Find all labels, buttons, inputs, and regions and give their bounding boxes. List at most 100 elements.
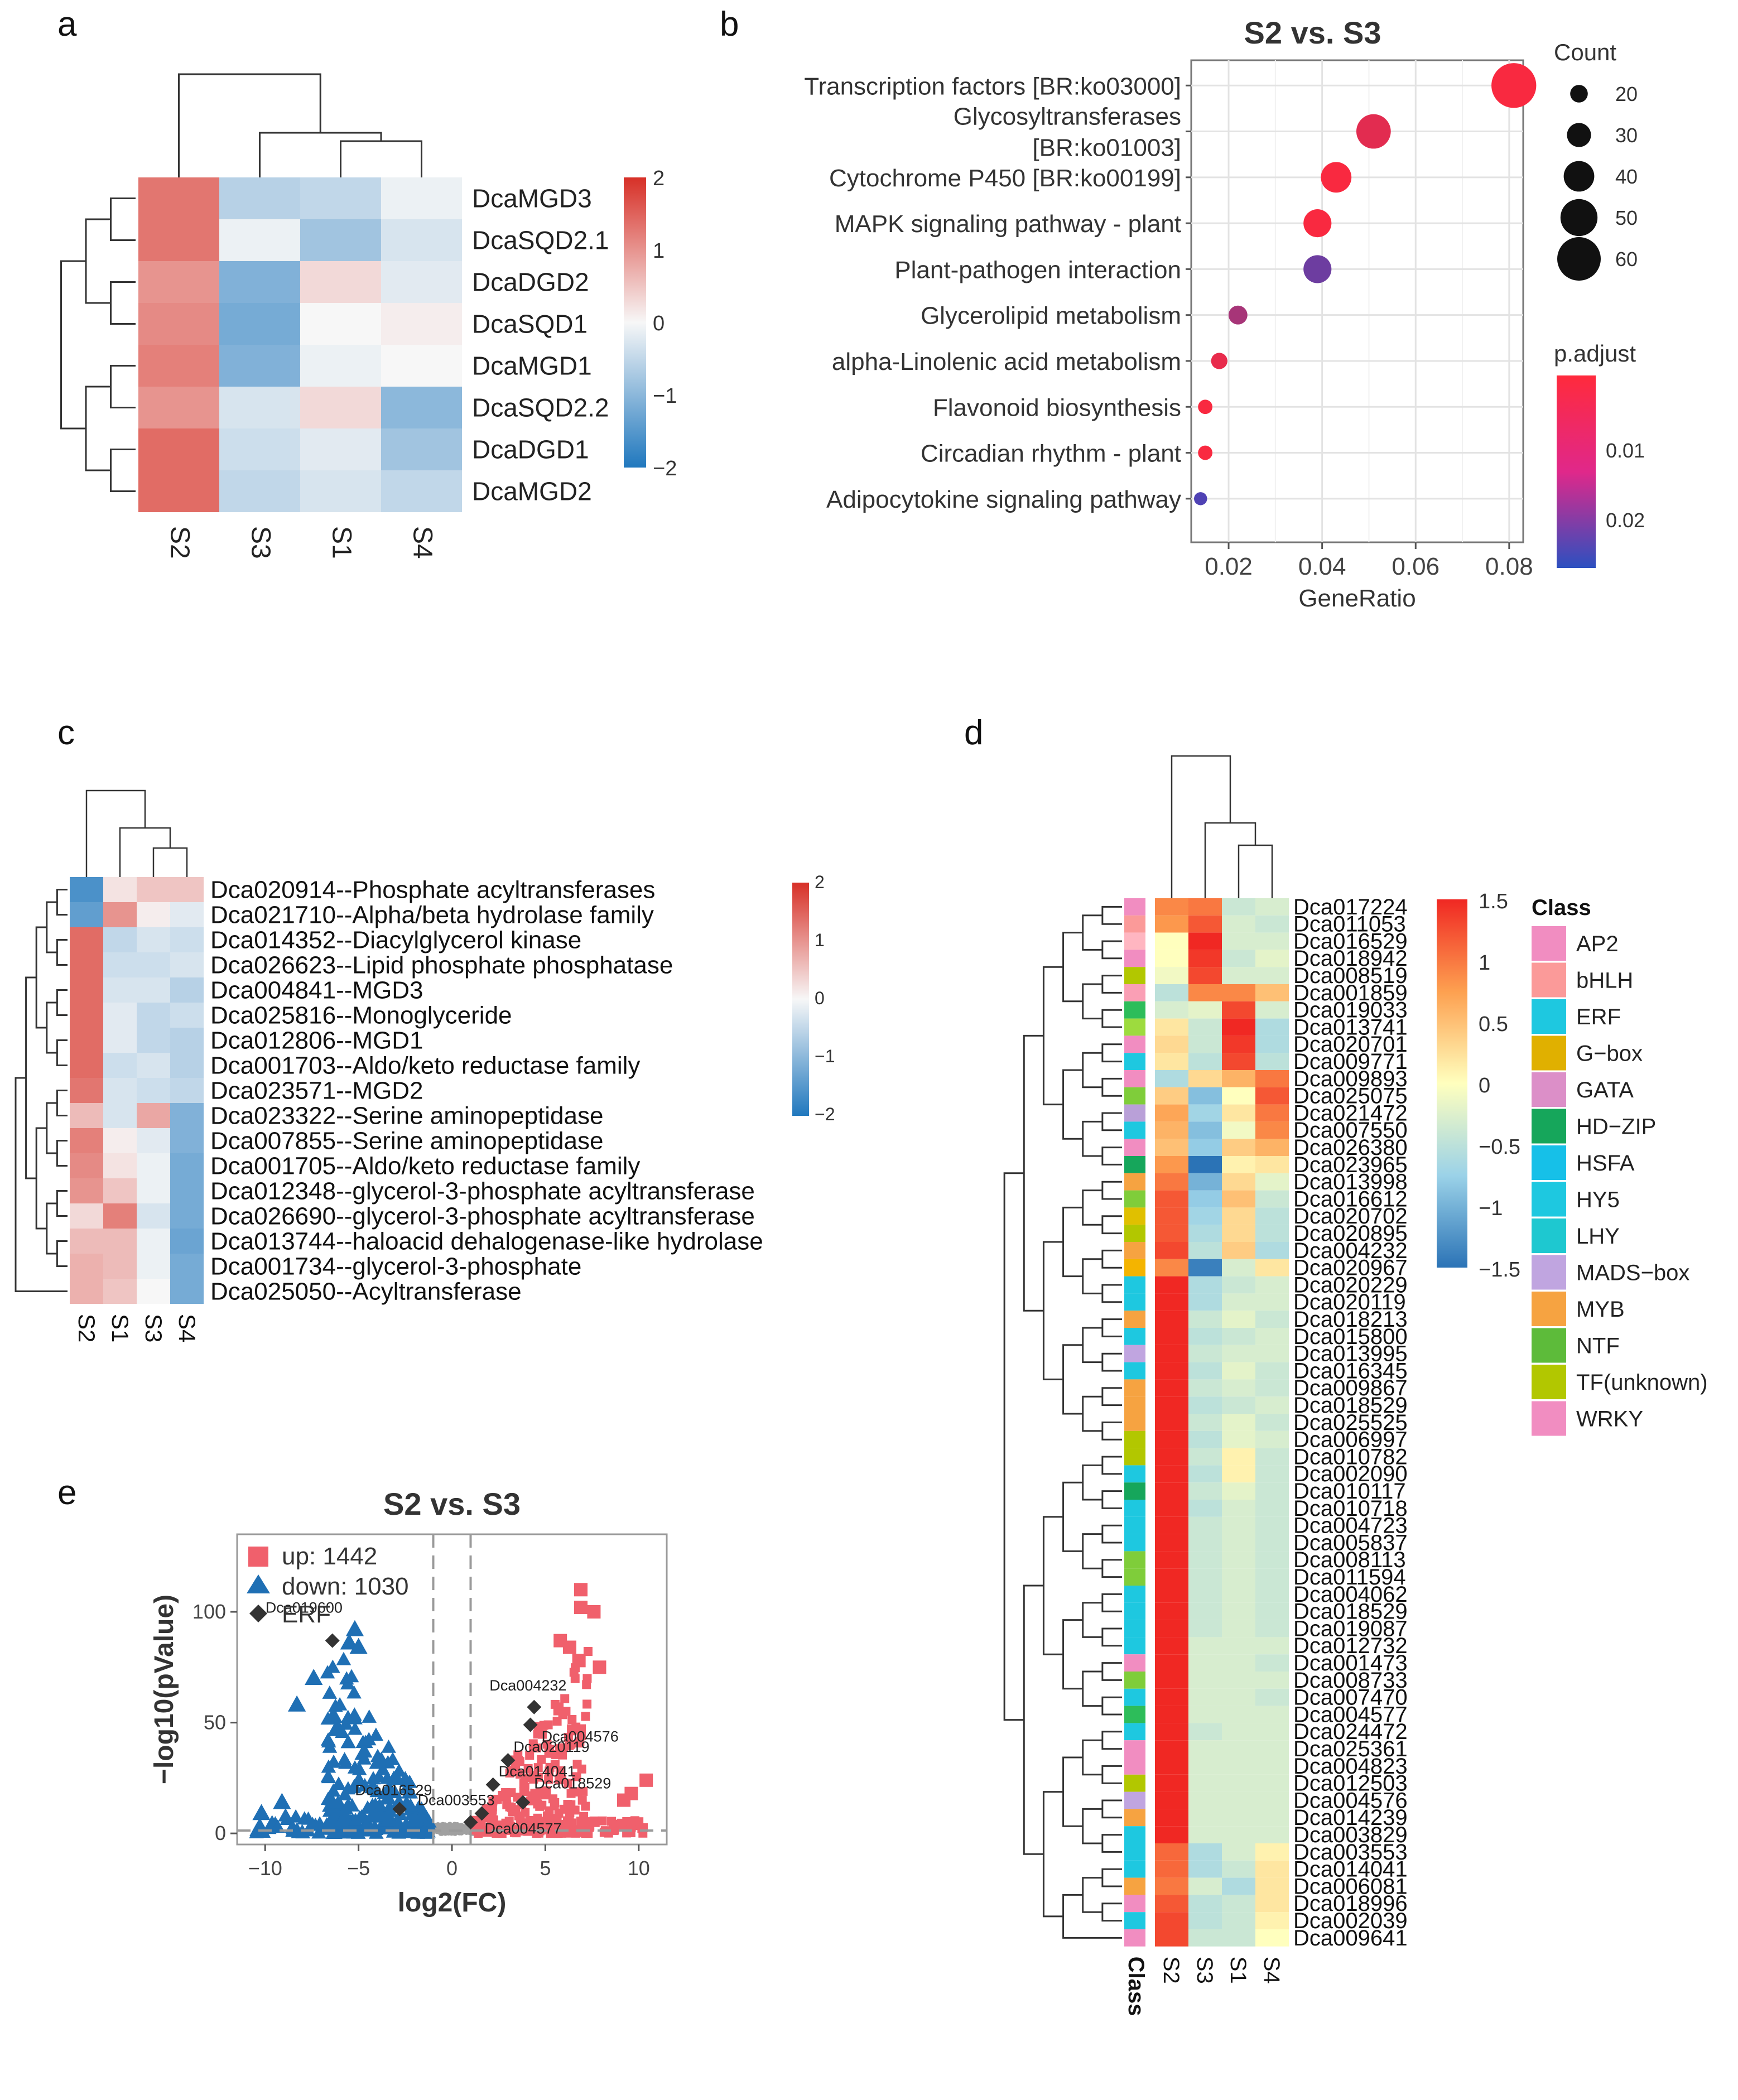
heat-cell: [1255, 1087, 1289, 1105]
erf-point: [485, 1777, 500, 1792]
heat-cell: [103, 1178, 137, 1203]
x-tick-label: 0.04: [1298, 553, 1346, 580]
heat-cell: [1155, 1328, 1188, 1345]
down-point: [320, 1769, 336, 1783]
column-dendrogram: [1171, 755, 1231, 898]
up-point: [507, 1803, 516, 1812]
up-point: [582, 1674, 592, 1683]
row-dendrogram: [46, 1102, 57, 1154]
heat-cell: [1255, 1568, 1289, 1586]
heat-cell: [1222, 1448, 1255, 1466]
down-point: [338, 1813, 353, 1827]
size-legend-dot: [1570, 85, 1588, 103]
heat-cell: [1255, 1912, 1289, 1929]
class-cell: [1124, 1654, 1145, 1672]
row-label: DcaMGD1: [472, 351, 592, 380]
heat-cell: [1188, 1860, 1222, 1878]
heat-cell: [1255, 1139, 1289, 1156]
row-label: DcaDGD2: [472, 268, 589, 297]
row-label: Dca004576: [1293, 1788, 1408, 1813]
erf-label: Dca004232: [489, 1677, 566, 1694]
size-legend-label: 40: [1615, 165, 1638, 188]
heat-cell: [1188, 898, 1222, 916]
row-dendrogram: [1082, 1052, 1103, 1088]
heat-cell: [103, 1279, 137, 1304]
heat-cell: [1222, 1414, 1255, 1431]
row-label: Dca025816--Monoglyceride: [210, 1002, 512, 1029]
heat-cell: [1255, 1740, 1289, 1757]
row-label: Dca010117: [1293, 1479, 1406, 1504]
heat-cell: [70, 952, 103, 977]
class-cell: [1124, 1516, 1145, 1534]
heat-cell: [1255, 1448, 1289, 1466]
heat-cell: [1222, 1362, 1255, 1380]
heat-cell: [170, 952, 204, 977]
heat-cell: [1188, 1568, 1222, 1586]
heat-cell: [1222, 1087, 1255, 1105]
heat-cell: [381, 387, 462, 428]
heat-cell: [103, 1229, 137, 1254]
heat-cell: [1222, 1843, 1255, 1861]
down-point: [402, 1774, 417, 1788]
heat-cell: [1188, 932, 1222, 950]
heat-cell: [381, 219, 462, 261]
row-label: Dca002039: [1293, 1909, 1408, 1933]
legend-label: ERF: [282, 1601, 331, 1628]
heat-cell: [1188, 1826, 1222, 1843]
heat-cell: [1155, 1430, 1188, 1448]
row-dendrogram: [1101, 1456, 1122, 1475]
heat-cell: [137, 1229, 170, 1254]
heat-cell: [1222, 1070, 1255, 1087]
up-point: [564, 1778, 573, 1788]
class-cell: [1124, 1534, 1145, 1552]
dot: [1303, 209, 1332, 238]
row-label: Dca019087: [1293, 1616, 1408, 1641]
heat-cell: [1222, 1482, 1255, 1500]
heat-cell: [1155, 1448, 1188, 1466]
heat-cell: [137, 1279, 170, 1304]
up-point: [499, 1792, 509, 1802]
down-point: [391, 1763, 407, 1777]
class-legend-label: bHLH: [1576, 969, 1633, 993]
row-dendrogram: [1101, 1387, 1122, 1407]
row-dendrogram: [1082, 1739, 1103, 1776]
down-point: [375, 1761, 391, 1775]
heat-cell: [1155, 1672, 1188, 1689]
panel-b-dotplot: Transcription factors [BR:ko03000] Glycos…: [804, 15, 1645, 612]
heat-cell: [1222, 1602, 1255, 1620]
row-dendrogram: [1062, 1756, 1083, 1827]
heat-cell: [1255, 950, 1289, 967]
heat-cell: [1255, 1620, 1289, 1637]
heat-cell: [1222, 1620, 1255, 1637]
heat-cell: [1188, 1190, 1222, 1208]
heat-cell: [1155, 967, 1188, 984]
heat-cell: [1155, 898, 1188, 916]
class-cell: [1124, 1860, 1145, 1878]
row-label: Dca007470: [1293, 1685, 1408, 1710]
down-point: [385, 1752, 401, 1765]
heat-cell: [1188, 1121, 1222, 1139]
heat-cell: [170, 902, 204, 927]
heat-cell: [1255, 1877, 1289, 1895]
row-label: Dca019033: [1293, 998, 1408, 1023]
heat-cell: [70, 1028, 103, 1053]
up-point: [572, 1654, 586, 1668]
heat-cell: [138, 470, 219, 512]
row-dendrogram: [1062, 1894, 1122, 1939]
class-legend-label: HSFA: [1576, 1151, 1635, 1176]
down-point: [321, 1759, 336, 1773]
up-point: [501, 1818, 511, 1828]
term-label: Glycerolipid metabolism: [921, 302, 1181, 330]
size-legend-dot: [1563, 161, 1595, 192]
color-legend-tick: 0.02: [1606, 509, 1645, 532]
heat-cell: [1255, 1860, 1289, 1878]
up-point: [528, 1739, 538, 1749]
down-point: [252, 1804, 271, 1820]
row-dendrogram: [1042, 1791, 1063, 1918]
heat-cell: [1188, 1465, 1222, 1483]
row-label: Dca013998: [1293, 1170, 1408, 1195]
size-legend-label: 50: [1615, 206, 1638, 229]
heat-cell: [1155, 1293, 1188, 1311]
heat-cell: [1188, 1791, 1222, 1809]
class-cell: [1124, 1087, 1145, 1105]
